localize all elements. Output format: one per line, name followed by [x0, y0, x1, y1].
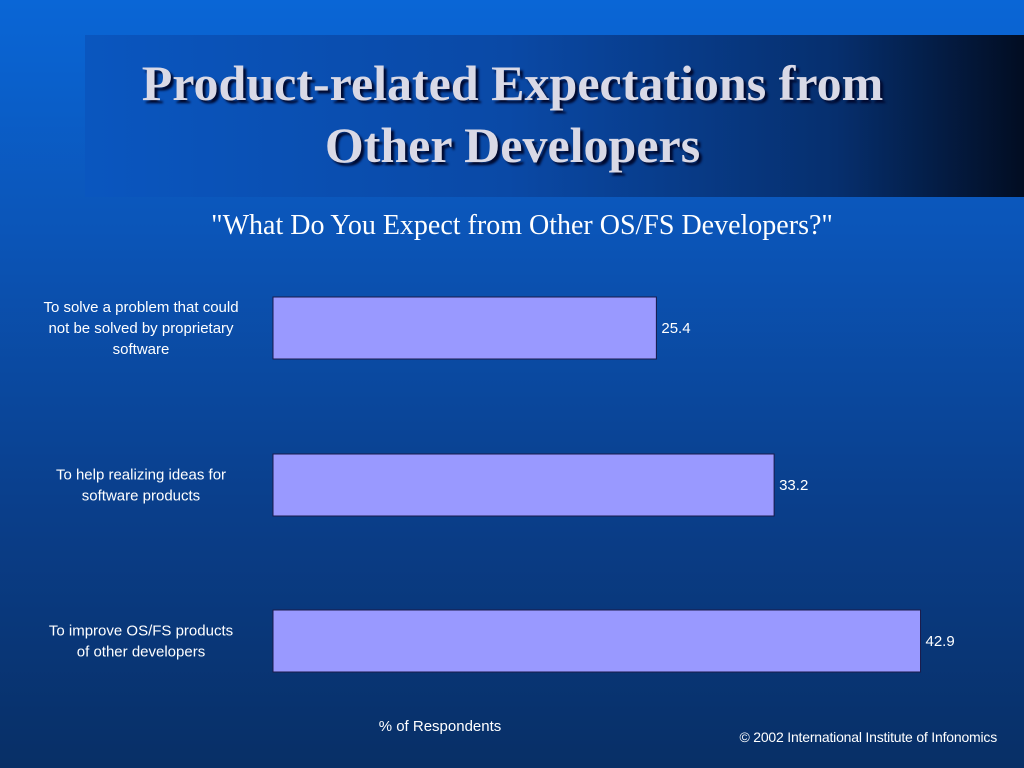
bar-2	[272, 453, 775, 517]
slide-title-line-2: Other Developers	[324, 117, 701, 173]
bar-3	[272, 609, 922, 673]
category-label-1-line-2: not be solved by proprietary	[48, 320, 234, 337]
category-label-3: To improve OS/FS products of other develo…	[49, 623, 233, 661]
x-axis-label: % of Respondents	[378, 718, 502, 735]
title-band	[85, 35, 1024, 197]
category-label-1-line-1: To solve a problem that could	[43, 299, 238, 316]
category-label-1-line-3: software	[113, 341, 170, 358]
value-label-3: 42.9	[926, 633, 955, 650]
category-label-2: To help realizing ideas for software prod…	[56, 467, 226, 505]
bar-1	[272, 296, 657, 360]
value-label-2: 33.2	[779, 477, 808, 494]
category-label-1: To solve a problem that could not be solv…	[43, 299, 238, 358]
slide-title-line-1: Product-related Expectations from	[141, 55, 884, 111]
copyright-notice: © 2002 International Institute of Infono…	[739, 729, 997, 745]
slide-title: Product-related Expectations from Other …	[85, 52, 940, 176]
category-label-2-line-1: To help realizing ideas for	[56, 467, 226, 484]
bar-chart: 25.4 To solve a problem that could not be …	[43, 296, 955, 673]
category-label-3-line-1: To improve OS/FS products	[49, 623, 233, 640]
chart-title: "What Do You Expect from Other OS/FS Dev…	[211, 210, 833, 241]
category-label-2-line-2: software products	[82, 488, 200, 505]
category-label-3-line-2: of other developers	[77, 644, 205, 661]
value-label-1: 25.4	[661, 320, 690, 337]
